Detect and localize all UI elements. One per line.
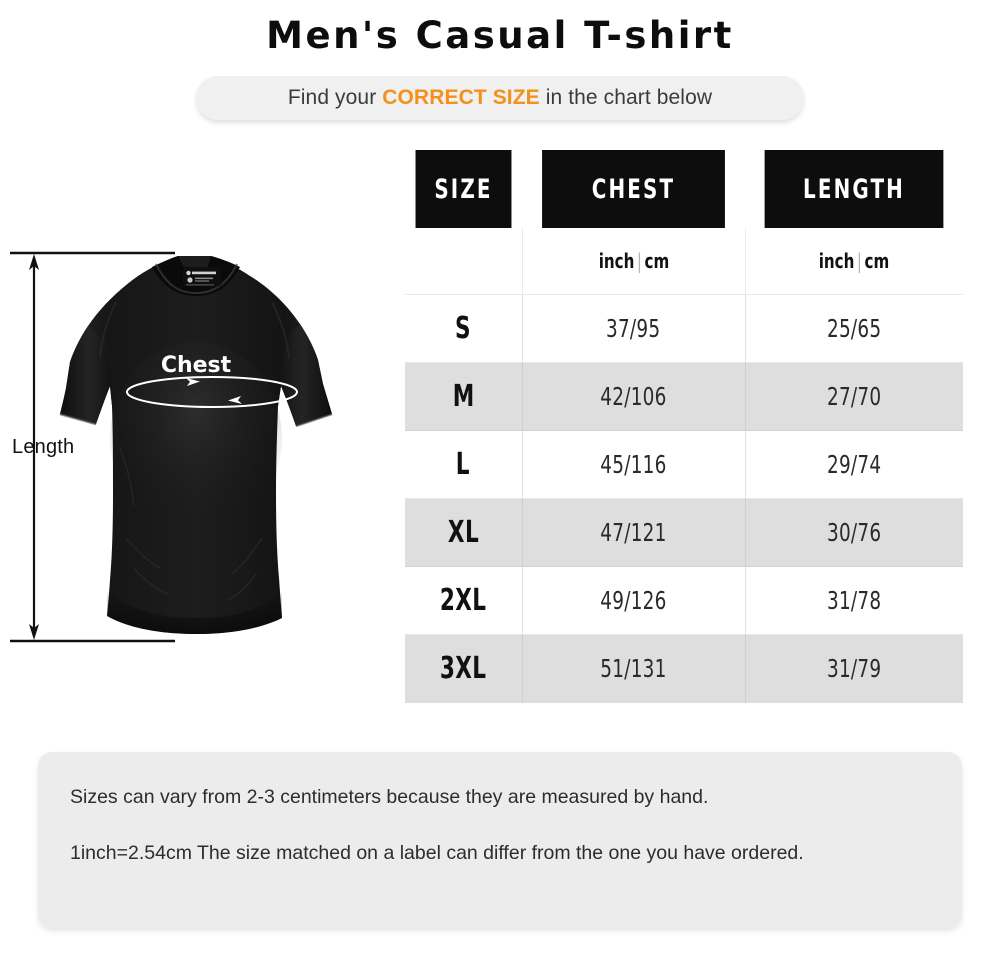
length-unit-inch: inch	[818, 249, 855, 273]
column-header-length: LENGTH	[764, 150, 944, 228]
length-arrow-head-top	[29, 254, 39, 270]
length-unit-cm: cm	[864, 249, 890, 273]
table-row: L 45/116 29/74	[405, 430, 963, 499]
table-row: XL 47/121 30/76	[405, 498, 963, 567]
left-sleeve-hem	[59, 412, 97, 426]
cell-length: 27/70	[745, 362, 963, 431]
note-line-2: 1inch=2.54cm The size matched on a label…	[70, 842, 804, 864]
table-row: M 42/106 27/70	[405, 362, 963, 431]
length-value: 27/70	[827, 382, 882, 411]
cell-size: S	[405, 294, 523, 363]
table-row: S 37/95 25/65	[405, 294, 963, 363]
subtitle-prefix: Find your	[287, 86, 383, 109]
column-header-size: SIZE	[415, 150, 512, 228]
cell-length: 31/78	[745, 566, 963, 635]
left-shoulder-seam	[99, 301, 117, 359]
chest-unit-inch: inch	[598, 249, 634, 273]
length-label: Length	[12, 436, 75, 458]
cell-chest: 37/95	[522, 294, 746, 363]
chest-value: 51/131	[600, 654, 667, 684]
cell-length: 29/74	[745, 430, 963, 499]
size-value: S	[455, 311, 472, 346]
table-row: 3XL 51/131 31/79	[405, 634, 963, 703]
size-value: L	[456, 447, 471, 482]
size-value: 3XL	[439, 651, 487, 687]
chest-value: 37/95	[606, 314, 661, 343]
subtitle-text: Find your CORRECT SIZE in the chart belo…	[288, 86, 712, 110]
chest-value: 45/116	[600, 450, 667, 479]
length-value: 30/76	[827, 518, 882, 547]
subtitle-banner: Find your CORRECT SIZE in the chart belo…	[196, 76, 804, 120]
cell-chest: 49/126	[522, 566, 746, 635]
shirt-hem-shade	[107, 590, 282, 634]
size-value: M	[452, 379, 475, 414]
column-header-chest: CHEST	[542, 150, 725, 228]
unit-cell-size	[405, 228, 523, 295]
table-body: inch | cm inch | cm S 37/95 25/65 M 42/106 2…	[405, 228, 963, 703]
left-sleeve	[60, 326, 112, 424]
chest-value: 47/121	[600, 518, 667, 547]
unit-cell-length: inch | cm	[745, 228, 963, 295]
table-header: SIZE CHEST LENGTH	[405, 150, 963, 228]
collar-rib	[155, 263, 238, 295]
unit-cell-chest: inch | cm	[522, 228, 746, 295]
length-unit-separator: |	[857, 249, 863, 273]
cell-length: 30/76	[745, 498, 963, 567]
cell-length: 31/79	[745, 634, 963, 703]
chest-unit-cm: cm	[644, 249, 669, 273]
tshirt-svg: Chest	[59, 256, 333, 634]
length-arrow-head-bottom	[29, 624, 39, 640]
chest-measure-loop	[126, 376, 298, 408]
subtitle-suffix: in the chart below	[539, 86, 713, 109]
length-dimension-guide	[10, 251, 175, 643]
cell-size: 2XL	[405, 566, 523, 635]
cell-length: 25/65	[745, 294, 963, 363]
cell-size: L	[405, 430, 523, 499]
right-sleeve	[278, 324, 332, 426]
right-shoulder-seam	[271, 301, 290, 359]
size-chart-table: SIZE CHEST LENGTH inch | cm inch | cm S 37/9…	[405, 150, 963, 703]
cell-size: 3XL	[405, 634, 523, 703]
note-line-1: Sizes can vary from 2-3 centimeters beca…	[70, 786, 709, 808]
length-value: 25/65	[827, 314, 882, 343]
chest-label: Chest	[161, 353, 232, 378]
cell-chest: 45/116	[522, 430, 746, 499]
cell-size: M	[405, 362, 523, 431]
size-value: 2XL	[439, 583, 487, 618]
chest-unit-separator: |	[636, 249, 642, 273]
length-value: 31/79	[827, 654, 882, 684]
table-header-row: SIZE CHEST LENGTH	[405, 150, 963, 228]
chest-value: 49/126	[600, 586, 667, 615]
table-row: 2XL 49/126 31/78	[405, 566, 963, 635]
shirt-sheen	[110, 342, 282, 534]
length-value: 31/78	[827, 586, 882, 615]
cell-chest: 47/121	[522, 498, 746, 567]
tshirt-illustration: Chest	[0, 238, 400, 658]
fabric-wrinkles	[119, 447, 263, 601]
page-title: Men's Casual T-shirt	[266, 14, 734, 57]
length-value: 29/74	[827, 450, 882, 479]
subtitle-highlight: CORRECT SIZE	[382, 86, 540, 109]
unit-row: inch | cm inch | cm	[405, 228, 963, 295]
size-value: XL	[447, 515, 479, 550]
brand-label-icon	[183, 267, 221, 286]
cell-size: XL	[405, 498, 523, 567]
cell-chest: 51/131	[522, 634, 746, 703]
notes-panel: Sizes can vary from 2-3 centimeters beca…	[38, 752, 962, 928]
right-sleeve-hem	[295, 412, 333, 428]
chest-value: 42/106	[600, 382, 667, 411]
cell-chest: 42/106	[522, 362, 746, 431]
shirt-body-group	[59, 256, 333, 634]
